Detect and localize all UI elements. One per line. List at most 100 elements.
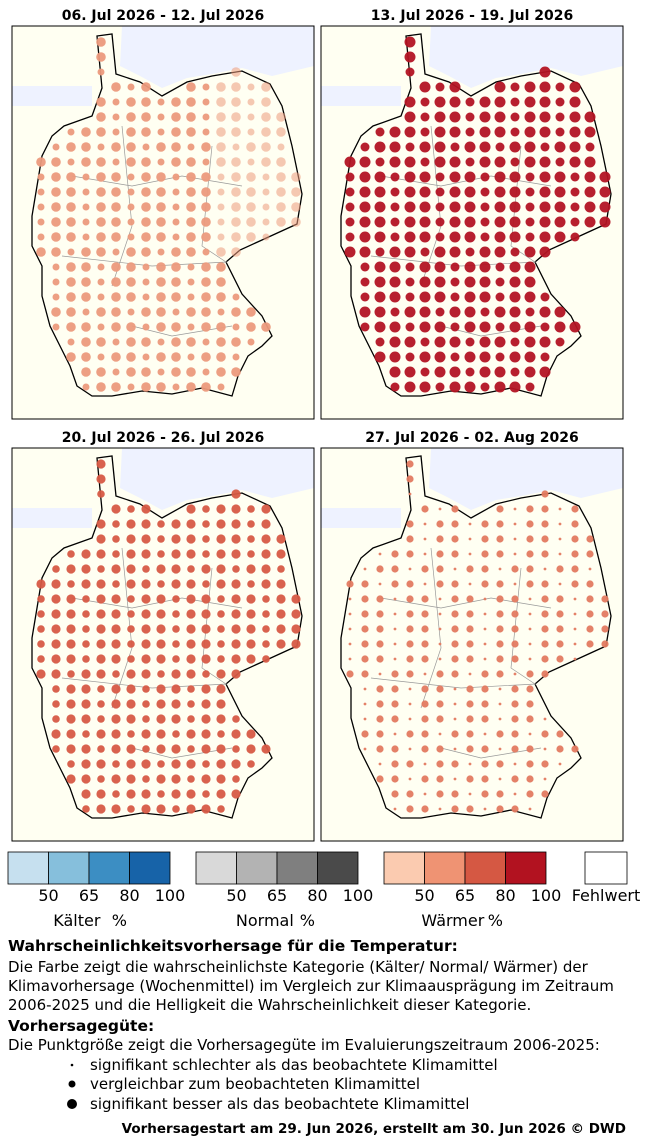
map-dot bbox=[201, 202, 211, 212]
map-dot bbox=[276, 609, 286, 619]
map-dot bbox=[541, 760, 549, 768]
map-dot bbox=[511, 745, 519, 753]
map-dot bbox=[449, 171, 461, 183]
map-dot bbox=[540, 322, 550, 332]
map-dot bbox=[51, 232, 61, 242]
map-dot bbox=[186, 519, 196, 529]
panel-title: 27. Jul 2026 - 02. Aug 2026 bbox=[365, 430, 578, 446]
map-dot bbox=[216, 759, 226, 769]
map-dot bbox=[360, 262, 370, 272]
map-dot bbox=[406, 535, 414, 543]
map-dot bbox=[111, 654, 121, 664]
map-dot bbox=[276, 594, 286, 604]
map-dot bbox=[423, 792, 427, 796]
map-dot bbox=[348, 642, 352, 646]
map-dot bbox=[510, 82, 520, 92]
map-dot bbox=[141, 669, 151, 679]
map-dot bbox=[66, 684, 76, 694]
map-dot bbox=[404, 216, 416, 228]
map-dot bbox=[156, 262, 166, 272]
map-dot bbox=[480, 172, 490, 182]
map-dot bbox=[586, 595, 594, 603]
map-dot bbox=[81, 744, 91, 754]
map-dot bbox=[81, 789, 91, 799]
map-dot bbox=[419, 321, 431, 333]
map-dot bbox=[156, 382, 166, 392]
map-dot bbox=[111, 624, 121, 634]
map-dot bbox=[451, 595, 459, 603]
map-dot bbox=[81, 157, 91, 167]
map-dot bbox=[97, 700, 105, 708]
map-dot bbox=[262, 203, 270, 211]
map-dot bbox=[276, 534, 286, 544]
map-dot bbox=[558, 537, 562, 541]
map-dot bbox=[261, 322, 271, 332]
map-dot bbox=[231, 729, 241, 739]
map-dot bbox=[37, 640, 45, 648]
map-dot bbox=[509, 201, 521, 213]
map-dot bbox=[571, 580, 579, 588]
map-dot bbox=[171, 699, 181, 709]
map-dot bbox=[480, 307, 490, 317]
map-dot bbox=[451, 505, 459, 513]
map-dot bbox=[246, 744, 256, 754]
map-dot bbox=[186, 232, 196, 242]
map-dot bbox=[450, 322, 460, 332]
map-dot bbox=[599, 186, 611, 198]
sea bbox=[12, 448, 314, 528]
map-dot bbox=[570, 187, 580, 197]
map-dot bbox=[480, 232, 490, 242]
map-dot bbox=[216, 142, 226, 152]
map-dot bbox=[511, 715, 519, 723]
map-dot bbox=[126, 774, 136, 784]
map-dot bbox=[464, 306, 476, 318]
map-dot bbox=[126, 247, 136, 257]
map-dot bbox=[346, 670, 354, 678]
map-dot bbox=[201, 729, 211, 739]
map-dot bbox=[127, 83, 135, 91]
map-dot bbox=[172, 595, 180, 603]
map-dot bbox=[571, 520, 579, 528]
map-dot bbox=[496, 760, 504, 768]
map-dot bbox=[511, 565, 519, 573]
map-dot bbox=[96, 127, 106, 137]
map-panel: 27. Jul 2026 - 02. Aug 2026 bbox=[320, 430, 624, 842]
map-dot bbox=[186, 729, 196, 739]
map-dot bbox=[510, 337, 520, 347]
map-dot bbox=[524, 336, 536, 348]
map-dot bbox=[511, 775, 519, 783]
map-dot bbox=[390, 307, 400, 317]
map-dot bbox=[126, 534, 136, 544]
map-dot bbox=[393, 627, 397, 631]
map-dot bbox=[524, 141, 536, 153]
map-dot bbox=[584, 111, 596, 123]
map-dot bbox=[464, 201, 476, 213]
map-dot bbox=[186, 804, 196, 814]
map-dot bbox=[479, 246, 491, 258]
map-dot bbox=[494, 231, 506, 243]
map-dot bbox=[526, 775, 534, 783]
map-dot bbox=[126, 352, 136, 362]
map-dot bbox=[599, 216, 611, 228]
map-dot bbox=[202, 790, 210, 798]
map-dot bbox=[36, 247, 46, 257]
map-dot bbox=[111, 729, 121, 739]
map-dot bbox=[141, 654, 151, 664]
map-dot bbox=[67, 248, 75, 256]
map-dot bbox=[586, 625, 594, 633]
map-dot bbox=[52, 565, 60, 573]
map-dot bbox=[201, 307, 211, 317]
map-dot bbox=[142, 745, 150, 753]
map-dot bbox=[82, 218, 90, 226]
map-dot bbox=[374, 201, 386, 213]
map-dot bbox=[483, 642, 487, 646]
map-dot bbox=[556, 655, 564, 663]
map-dot bbox=[434, 111, 446, 123]
map-dot bbox=[276, 157, 286, 167]
map-dot bbox=[186, 594, 196, 604]
map-dot bbox=[141, 519, 151, 529]
map-dot bbox=[524, 261, 536, 273]
map-dot bbox=[465, 247, 475, 257]
map-dot bbox=[513, 537, 517, 541]
map-dot bbox=[156, 639, 166, 649]
